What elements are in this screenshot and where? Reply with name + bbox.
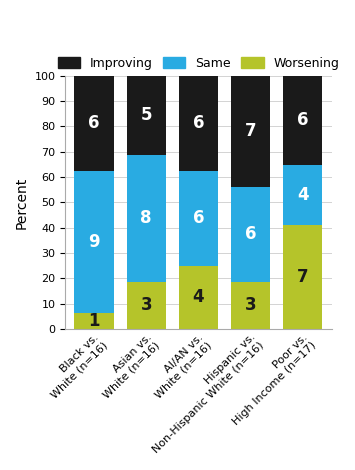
- Text: 4: 4: [297, 186, 309, 204]
- Bar: [75, 76, 114, 171]
- Text: 5: 5: [141, 106, 152, 124]
- Legend: Improving, Same, Worsening: Improving, Same, Worsening: [53, 52, 344, 75]
- Text: 3: 3: [245, 297, 257, 314]
- Bar: [179, 171, 218, 266]
- Text: 6: 6: [245, 225, 256, 243]
- Text: 1: 1: [88, 312, 100, 330]
- Bar: [127, 282, 166, 329]
- Bar: [179, 76, 218, 171]
- Text: 6: 6: [88, 114, 100, 132]
- Bar: [75, 171, 114, 313]
- Text: 4: 4: [193, 289, 204, 306]
- Bar: [127, 155, 166, 282]
- Text: 7: 7: [245, 122, 257, 140]
- Bar: [179, 266, 218, 329]
- Bar: [75, 313, 114, 329]
- Bar: [127, 76, 166, 155]
- Text: 3: 3: [141, 297, 152, 314]
- Text: 6: 6: [193, 114, 204, 132]
- Text: 6: 6: [193, 209, 204, 227]
- Text: 7: 7: [297, 268, 309, 286]
- Bar: [283, 225, 322, 329]
- Bar: [231, 187, 270, 282]
- Bar: [231, 76, 270, 187]
- Bar: [283, 76, 322, 165]
- Text: 9: 9: [88, 233, 100, 251]
- Bar: [231, 282, 270, 329]
- Y-axis label: Percent: Percent: [15, 176, 29, 228]
- Text: 6: 6: [297, 111, 308, 129]
- Bar: [283, 165, 322, 225]
- Text: 8: 8: [141, 209, 152, 227]
